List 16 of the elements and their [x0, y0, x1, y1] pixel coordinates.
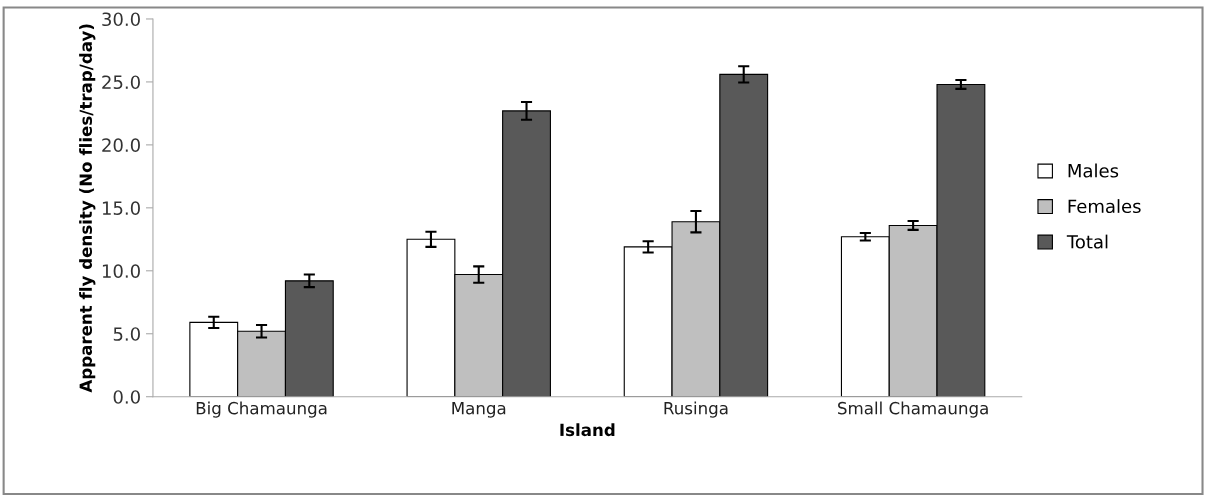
y-tick-label: 30.0 [102, 12, 140, 27]
x-axis-title: Island [560, 423, 615, 437]
y-tick-label: 15.0 [102, 201, 140, 215]
y-tick-label: 20.0 [102, 138, 140, 152]
x-tick-label: Small Chamaunga [838, 401, 988, 418]
legend-label: Total [1066, 234, 1108, 249]
x-tick-label: Manga [452, 402, 506, 418]
legend-label: Females [1068, 199, 1141, 214]
legend-label: Males [1068, 163, 1119, 178]
y-tick-label: 5.0 [113, 327, 140, 341]
x-tick-label: Big Chamaunga [196, 401, 327, 418]
y-tick-label: 25.0 [102, 75, 140, 90]
y-tick-label: 10.0 [102, 264, 140, 278]
y-axis-title: Apparent fly density (No flies/trap/day) [79, 24, 96, 393]
x-tick-label: Rusinga [664, 401, 728, 418]
y-tick-label: 0.0 [113, 390, 140, 404]
